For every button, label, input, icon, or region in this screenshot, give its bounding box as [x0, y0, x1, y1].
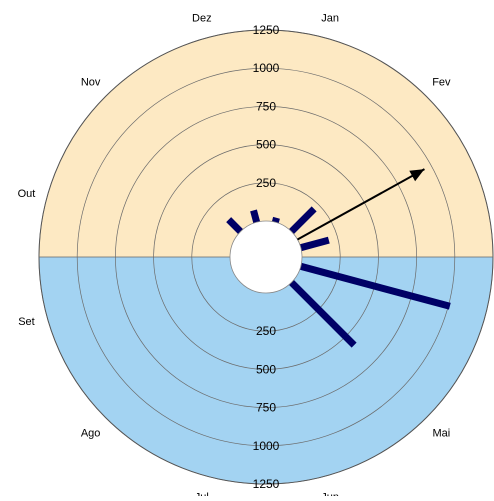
radial-tick-layer: 250 250 500 500 750 750 1000 1000 1250 1250 — [253, 23, 280, 491]
mean-vector-arrow — [297, 168, 425, 241]
bar-layer — [226, 206, 451, 348]
bar-nov — [226, 217, 244, 235]
radial-tick-label-bottom: 500 — [256, 362, 276, 376]
upper-half-area — [39, 30, 493, 257]
grid-layer — [38, 29, 494, 485]
month-label-mai: Mai — [432, 427, 450, 439]
lower-half-area — [39, 257, 493, 484]
bar-dez — [250, 209, 261, 224]
background-layer — [39, 30, 493, 484]
mean-vector-arrowhead — [409, 169, 425, 182]
bar-jan — [271, 216, 280, 224]
month-label-ago: Ago — [81, 427, 101, 439]
month-label-dez: Dez — [192, 12, 212, 24]
radial-tick-label-bottom: 250 — [256, 324, 276, 338]
radial-tick-label-top: 1000 — [253, 61, 280, 75]
month-label-jun: Jun — [321, 492, 339, 496]
radial-tick-label-top: 1250 — [253, 23, 280, 37]
radial-tick-label-bottom: 1250 — [253, 477, 280, 491]
radial-tick-label-top: 750 — [256, 99, 276, 113]
radial-tick-label-top: 250 — [256, 176, 276, 190]
radial-tick-label-bottom: 1000 — [253, 439, 280, 453]
month-label-out: Out — [18, 188, 36, 200]
month-label-jan: Jan — [321, 12, 339, 24]
radial-tick-label-bottom: 750 — [256, 401, 276, 415]
month-label-jul: Jul — [195, 492, 209, 496]
bar-fev — [288, 206, 317, 235]
month-label-set: Set — [18, 316, 35, 328]
bar-mai — [288, 279, 357, 348]
bar-mar — [299, 236, 330, 252]
bar-abr — [299, 262, 451, 310]
arrow-layer — [297, 168, 425, 241]
month-label-nov: Nov — [81, 77, 101, 89]
radial-tick-label-top: 500 — [256, 138, 276, 152]
month-label-fev: Fev — [432, 77, 451, 89]
center-hole — [229, 220, 303, 294]
